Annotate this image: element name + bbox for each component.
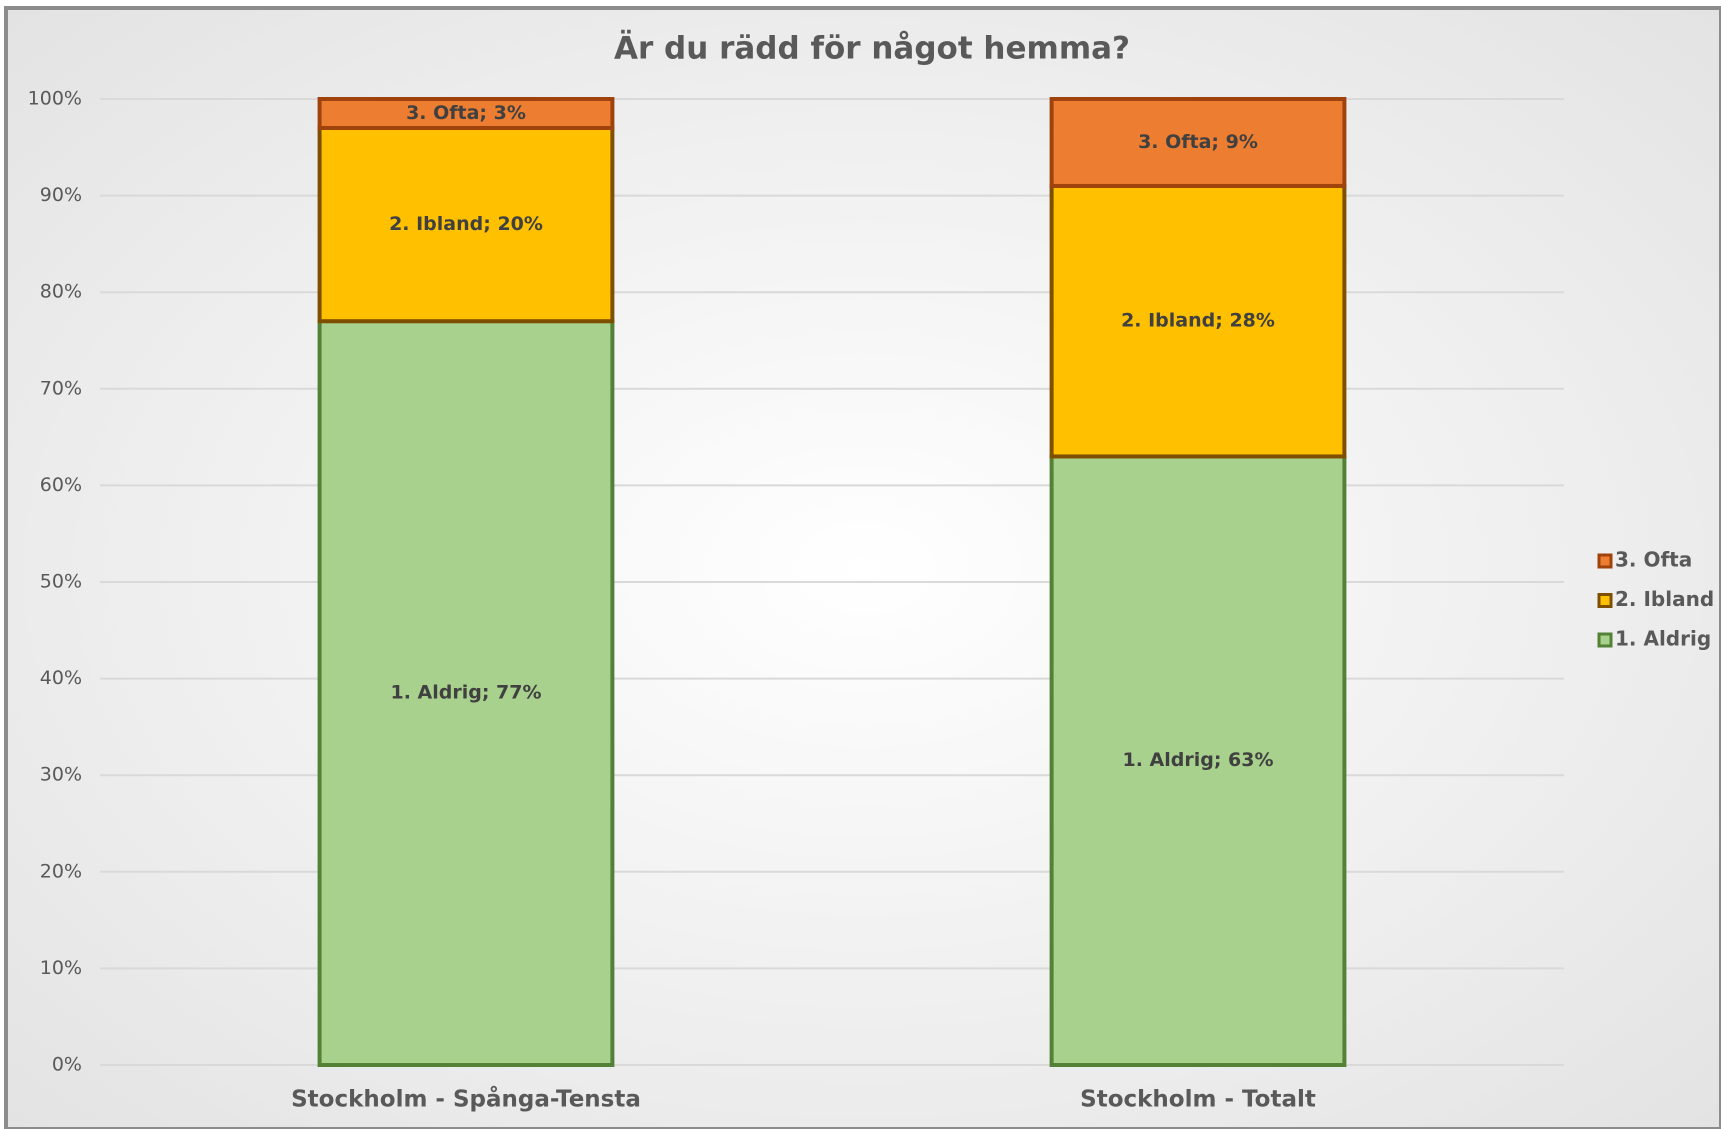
y-tick-label: 50% [40, 571, 82, 593]
x-tick-label: Stockholm - Totalt [1080, 1087, 1316, 1113]
bar-segment [317, 319, 615, 1067]
data-label: 2. Ibland; 28% [1121, 310, 1275, 332]
bar-segment [1049, 183, 1347, 459]
y-tick-label: 0% [52, 1054, 82, 1076]
chart-title: Är du rädd för något hemma? [614, 31, 1130, 67]
chart-background [4, 6, 1721, 1129]
y-tick-label: 30% [40, 764, 82, 786]
legend-label: 3. Ofta [1615, 548, 1692, 572]
legend-swatch [1597, 553, 1613, 569]
bar-segment [317, 97, 615, 130]
y-tick-label: 70% [40, 377, 82, 399]
y-tick-label: 90% [40, 184, 82, 206]
x-tick-label: Stockholm - Spånga-Tensta [291, 1086, 641, 1113]
data-label: 1. Aldrig; 77% [390, 682, 541, 704]
y-tick-label: 60% [40, 474, 82, 496]
y-tick-label: 80% [40, 281, 82, 303]
bar-segment [1049, 454, 1347, 1068]
y-tick-label: 20% [40, 860, 82, 882]
bar-segment [317, 125, 615, 324]
legend-label: 2. Ibland [1615, 587, 1714, 611]
data-label: 3. Ofta; 9% [1138, 131, 1258, 153]
y-tick-label: 100% [28, 88, 82, 110]
bar-segment [1049, 97, 1347, 188]
legend-swatch [1597, 632, 1613, 648]
y-tick-label: 10% [40, 957, 82, 979]
data-label: 2. Ibland; 20% [389, 213, 543, 235]
data-label: 1. Aldrig; 63% [1122, 749, 1273, 771]
legend-label: 1. Aldrig [1615, 627, 1711, 651]
legend-swatch [1597, 593, 1613, 608]
y-tick-label: 40% [40, 667, 82, 689]
data-label: 3. Ofta; 3% [406, 102, 526, 124]
